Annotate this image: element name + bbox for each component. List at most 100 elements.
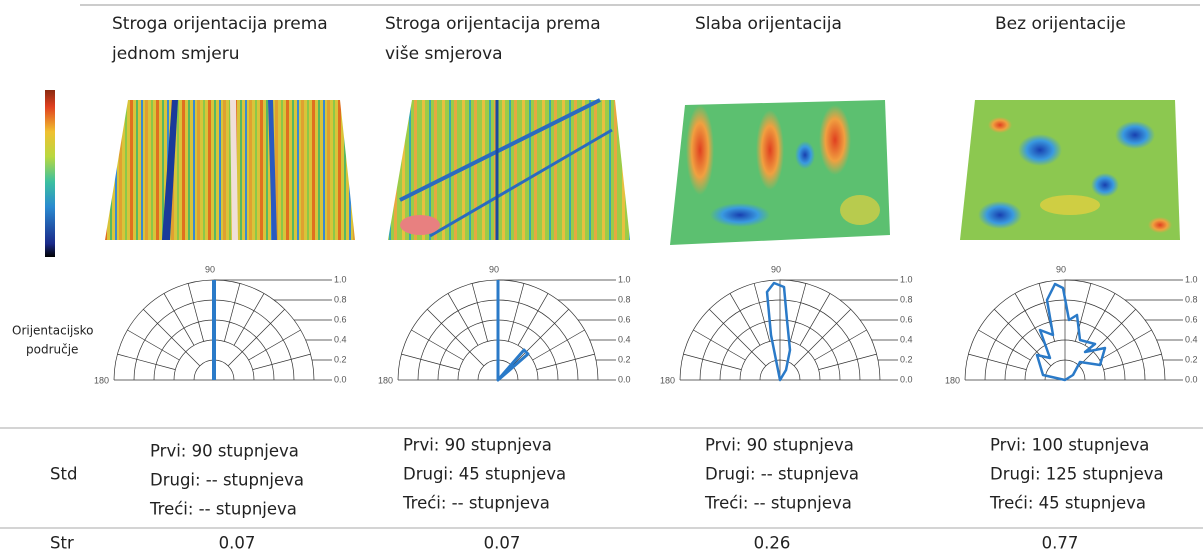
- polar-line: [1099, 329, 1152, 361]
- polar-line: [517, 293, 549, 346]
- radius-label: 0.6: [1185, 314, 1198, 324]
- polar-line: [818, 353, 877, 370]
- polar-line: [248, 329, 301, 361]
- angle-label: 90: [205, 264, 215, 274]
- polar-line: [447, 293, 479, 346]
- radius-label: 0.4: [900, 334, 913, 344]
- angle-label: 180: [94, 375, 109, 385]
- angle-label: 90: [771, 264, 781, 274]
- radius-label: 0.0: [900, 374, 913, 384]
- radius-label: 1.0: [900, 274, 913, 284]
- polar-line: [187, 283, 204, 342]
- angle-label: 180: [378, 375, 393, 385]
- radius-label: 1.0: [1185, 274, 1198, 284]
- radius-label: 0.2: [900, 354, 913, 364]
- radius-label: 0.6: [900, 314, 913, 324]
- std-cell: Prvi: 90 stupnjeva: [403, 436, 552, 455]
- std-cell: Treći: -- stupnjeva: [149, 500, 297, 519]
- polar-line: [536, 353, 595, 370]
- orientation-curve: [765, 281, 792, 382]
- radius-label: 0.2: [1185, 354, 1198, 364]
- std-cell: Drugi: 45 stupnjeva: [403, 465, 566, 484]
- polar-line: [1075, 283, 1092, 342]
- column-title: Stroga orijentacija prema: [385, 14, 601, 34]
- polar-line: [814, 329, 867, 361]
- radius-label: 1.0: [618, 274, 631, 284]
- str-cell: 0.07: [219, 534, 256, 551]
- angle-label: 180: [945, 375, 960, 385]
- polar-line: [793, 309, 851, 367]
- str-cell: 0.26: [754, 534, 791, 551]
- radius-label: 0.6: [618, 314, 631, 324]
- radius-label: 0.4: [334, 334, 347, 344]
- std-cell: Prvi: 90 stupnjeva: [705, 436, 854, 455]
- color-bar: [45, 90, 55, 257]
- std-cell: Treći: -- stupnjeva: [402, 494, 550, 513]
- surface-2: [388, 98, 630, 240]
- radius-label: 0.8: [618, 294, 631, 304]
- polar-line: [1078, 309, 1136, 367]
- radius-label: 0.8: [900, 294, 913, 304]
- radius-label: 0.2: [334, 354, 347, 364]
- polar-line: [252, 353, 311, 370]
- polar-line: [753, 283, 770, 342]
- std-cell: Drugi: -- stupnjeva: [705, 465, 859, 484]
- radius-label: 0.8: [1185, 294, 1198, 304]
- polar-line: [790, 283, 807, 342]
- radius-label: 0.2: [618, 354, 631, 364]
- std-cell: Drugi: -- stupnjeva: [150, 471, 304, 490]
- str-cell: 0.77: [1042, 534, 1079, 551]
- std-cell: Treći: -- stupnjeva: [704, 494, 852, 513]
- polar-line: [683, 353, 742, 370]
- radius-label: 0.0: [334, 374, 347, 384]
- radius-label: 0.6: [334, 314, 347, 324]
- polar-line: [401, 353, 460, 370]
- column-title: više smjerova: [385, 44, 503, 64]
- radius-label: 0.4: [618, 334, 631, 344]
- polar-line: [1103, 353, 1162, 370]
- column-title: Slaba orijentacija: [695, 14, 842, 34]
- polar-line: [411, 329, 464, 361]
- side-label: Orijentacijsko: [12, 324, 93, 338]
- polar-line: [163, 293, 195, 346]
- polar-line: [799, 293, 831, 346]
- polar-line: [224, 283, 241, 342]
- polar-line: [471, 283, 488, 342]
- surface-3: [670, 100, 890, 245]
- polar-line: [532, 329, 585, 361]
- std-cell: Prvi: 100 stupnjeva: [990, 436, 1149, 455]
- radius-label: 0.4: [1185, 334, 1198, 344]
- polar-line: [729, 293, 761, 346]
- row-label: Std: [50, 465, 77, 484]
- std-cell: Treći: 45 stupnjeva: [989, 494, 1146, 513]
- surface-1: [105, 100, 355, 240]
- angle-label: 90: [1056, 264, 1066, 274]
- polar-grid: [964, 279, 1183, 381]
- orientation-curve: [496, 280, 530, 382]
- polar-line: [978, 329, 1031, 361]
- radius-label: 0.8: [334, 294, 347, 304]
- str-cell: 0.07: [484, 534, 521, 551]
- side-label: područje: [26, 343, 78, 357]
- polar-line: [693, 329, 746, 361]
- polar-line: [508, 283, 525, 342]
- polar-line: [427, 309, 485, 367]
- polar-line: [233, 293, 265, 346]
- polar-line: [511, 309, 569, 367]
- polar-line: [143, 309, 201, 367]
- column-title: Stroga orijentacija prema: [112, 14, 328, 34]
- angle-label: 90: [489, 264, 499, 274]
- polar-line: [127, 329, 180, 361]
- std-cell: Drugi: 125 stupnjeva: [990, 465, 1164, 484]
- orientation-curve: [1035, 282, 1107, 382]
- polar-line: [709, 309, 767, 367]
- radius-label: 0.0: [1185, 374, 1198, 384]
- polar-grid: [397, 279, 616, 381]
- polar-line: [968, 353, 1027, 370]
- polar-line: [227, 309, 285, 367]
- radius-label: 0.0: [618, 374, 631, 384]
- row-label: Str: [50, 534, 74, 551]
- polar-line: [1014, 293, 1046, 346]
- polar-line: [117, 353, 176, 370]
